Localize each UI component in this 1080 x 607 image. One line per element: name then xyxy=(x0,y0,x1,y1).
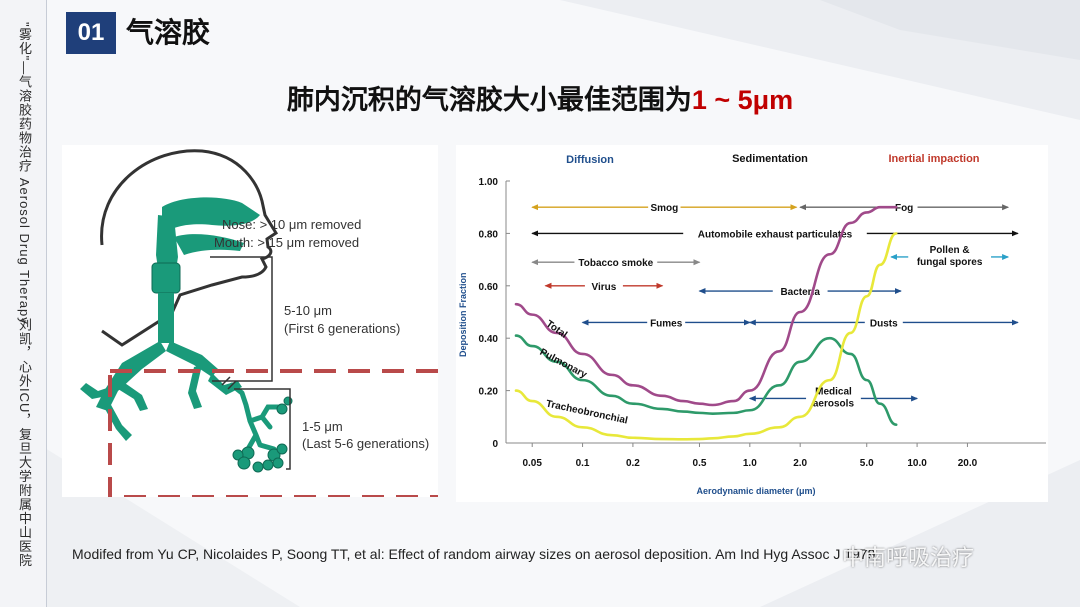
range-a-note: (First 6 generations) xyxy=(284,321,400,336)
range-tobacco-smoke: Tobacco smoke xyxy=(531,258,701,269)
range-label: Automobile exhaust particulates xyxy=(698,229,853,240)
left-branches xyxy=(80,381,148,441)
deposition-curves xyxy=(514,205,898,441)
range-dusts: Dusts xyxy=(748,318,1019,329)
curve-label-pulmonary: Pulmonary xyxy=(538,347,589,381)
region-inertial-impaction: Inertial impaction xyxy=(888,153,979,165)
x-tick-label: 20.0 xyxy=(958,458,978,469)
x-tick-label: 10.0 xyxy=(907,458,927,469)
headline-prefix: 肺内沉积的气溶胶大小最佳范围为 xyxy=(286,85,692,115)
range-label: Virus xyxy=(591,282,616,293)
x-tick-label: 0.1 xyxy=(576,458,590,469)
region-sedimentation: Sedimentation xyxy=(732,153,808,165)
range-medical-aerosols: Medical aerosols xyxy=(748,386,919,409)
range-pollen-fungal-spores: Pollen & fungal spores xyxy=(890,245,1010,268)
headline: 肺内沉积的气溶胶大小最佳范围为1 ~ 5μm xyxy=(0,78,1080,117)
alveoli xyxy=(232,396,293,473)
range-label: Bacteria xyxy=(780,287,820,298)
x-tick-label: 1.0 xyxy=(743,458,757,469)
range-virus: Virus xyxy=(544,282,664,293)
range-bacteria: Bacteria xyxy=(698,287,902,298)
x-tick-label: 0.5 xyxy=(693,458,707,469)
section-title: 气溶胶 xyxy=(126,17,211,48)
small-airway xyxy=(229,382,281,452)
deposition-chart: Diffusion Sedimentation Inertial impacti… xyxy=(458,153,1046,496)
y-tick-label: 0 xyxy=(492,439,498,450)
range-label: Fumes xyxy=(650,318,683,329)
oral-cavity xyxy=(174,234,244,255)
y-tick-label: 0.60 xyxy=(479,282,499,293)
nasal-cavity xyxy=(162,197,260,235)
larynx xyxy=(151,262,181,294)
trachea xyxy=(158,293,174,343)
curve-tracheobronchial xyxy=(514,232,898,441)
course-title-vertical: "雾化"—气溶胶药物治疗 Aerosol Drug Therapy xyxy=(17,22,32,325)
curve-pulmonary xyxy=(514,334,898,426)
range-automobile-exhaust-particulates: Automobile exhaust particulates xyxy=(531,229,1019,240)
bracket-lower xyxy=(234,388,291,470)
range-label: Medical aerosols xyxy=(813,386,855,409)
deposition-chart-panel: Diffusion Sedimentation Inertial impacti… xyxy=(456,145,1048,502)
range-fumes: Fumes xyxy=(581,318,751,329)
range-b-label: 1-5 μm xyxy=(302,419,343,434)
citation: Modifed from Yu CP, Nicolaides P, Soong … xyxy=(72,546,880,562)
side-bar: "雾化"—气溶胶药物治疗 Aerosol Drug Therapy 刘凯，心外I… xyxy=(0,0,47,607)
range-a-label: 5-10 μm xyxy=(284,303,332,318)
particle-ranges: Smog Fog Automobile exhaust particulates To… xyxy=(531,203,1019,409)
y-axis-label: Deposition Fraction xyxy=(458,272,468,357)
watermark: 中南呼吸治疗 xyxy=(842,545,975,570)
bracket-upper xyxy=(210,256,273,382)
section-number-badge: 01 xyxy=(66,12,116,54)
curve-total xyxy=(514,205,898,407)
range-smog: Smog xyxy=(531,203,798,214)
region-diffusion: Diffusion xyxy=(566,154,614,166)
highlight-box xyxy=(108,369,458,499)
head-outline xyxy=(100,149,279,347)
x-axis-label: Aerodynamic diameter (μm) xyxy=(696,486,815,496)
left-bronchus xyxy=(96,341,166,411)
range-b-note: (Last 5-6 generations) xyxy=(302,436,429,451)
x-ticks: 0.05 0.1 0.2 0.5 1.0 2.0 5.0 10.0 20.0 xyxy=(522,443,978,469)
y-tick-label: 0.40 xyxy=(479,334,499,345)
airway-diagram: Nose: > 10 μm removed Mouth: > 15 μm rem… xyxy=(80,149,458,499)
y-ticks: 0 0.20 0.40 0.60 0.80 1.00 xyxy=(479,177,510,450)
author-vertical: 刘凯，心外ICU，复旦大学附属中山医院 xyxy=(17,318,32,568)
range-label: Smog xyxy=(650,203,678,214)
y-tick-label: 0.20 xyxy=(479,387,499,398)
y-tick-label: 0.80 xyxy=(479,229,499,240)
x-tick-label: 2.0 xyxy=(793,458,807,469)
mouth-label: Mouth: > 15 μm removed xyxy=(214,235,359,250)
range-fog: Fog xyxy=(799,203,1010,214)
range-label: Tobacco smoke xyxy=(578,258,653,269)
y-tick-label: 1.00 xyxy=(479,177,499,188)
nose-label: Nose: > 10 μm removed xyxy=(222,217,361,232)
x-tick-label: 0.2 xyxy=(626,458,640,469)
headline-accent: 1 ~ 5μm xyxy=(691,85,794,115)
range-label: Dusts xyxy=(870,318,898,329)
airway-diagram-panel: Nose: > 10 μm removed Mouth: > 15 μm rem… xyxy=(62,145,458,499)
x-tick-label: 5.0 xyxy=(860,458,874,469)
right-bronchus xyxy=(166,341,218,377)
curve-label-tracheobronchial: Tracheobronchial xyxy=(545,398,629,426)
range-label: Pollen & fungal spores xyxy=(917,245,983,268)
range-label: Fog xyxy=(895,203,913,214)
x-tick-label: 0.05 xyxy=(522,458,542,469)
